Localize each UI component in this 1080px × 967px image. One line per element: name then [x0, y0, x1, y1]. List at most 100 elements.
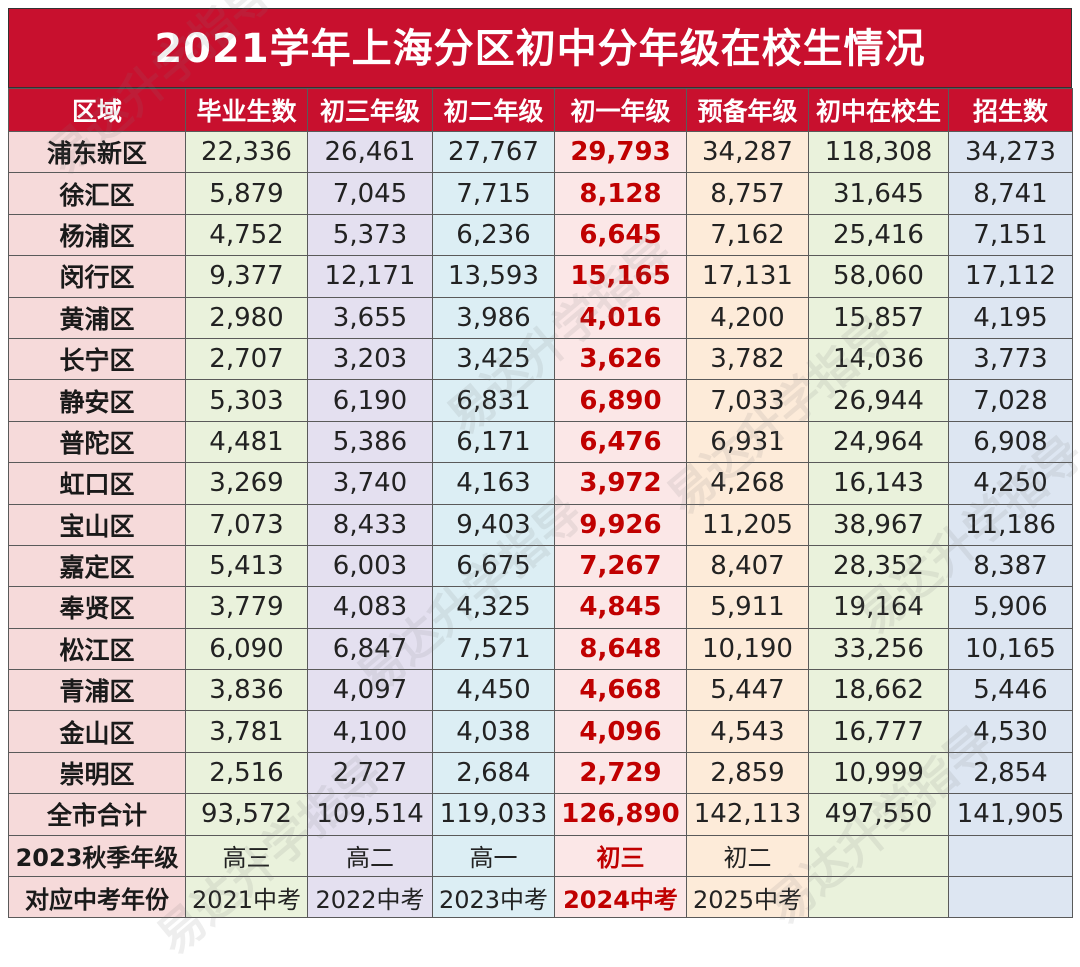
- table-cell: 4,450: [432, 669, 555, 712]
- table-row: 2023秋季年级 高三 高二 高一 初三 初二: [8, 834, 1073, 878]
- table-cell: 19,164: [808, 586, 949, 629]
- table-cell: 6,171: [432, 420, 555, 464]
- table-cell: 5,906: [948, 586, 1073, 629]
- table-cell: 5,447: [686, 669, 809, 712]
- table-cell: 3,773: [948, 337, 1073, 381]
- table-cell: 31,645: [808, 172, 949, 215]
- table-cell: 25,416: [808, 213, 949, 257]
- table-cell: 3,655: [307, 296, 433, 339]
- table-cell: 3,986: [432, 296, 555, 339]
- column-header: 区域: [8, 88, 186, 132]
- table-cell: 58,060: [808, 255, 949, 298]
- table-row: 闵行区 9,377 12,171 13,593 15,165 17,131 58,060 17…: [8, 255, 1073, 298]
- table-cell: 9,403: [432, 503, 555, 546]
- table-row: 松江区 6,090 6,847 7,571 8,648 10,190 33,256 10,16…: [8, 627, 1073, 671]
- row-label-cell: 浦东新区: [8, 130, 186, 174]
- table-cell: 8,648: [554, 627, 687, 671]
- table-cell: 2,854: [948, 751, 1073, 795]
- table-cell: 12,171: [307, 255, 433, 298]
- table-row: 奉贤区 3,779 4,083 4,325 4,845 5,911 19,164 5,906: [8, 586, 1073, 629]
- table-cell: 5,911: [686, 586, 809, 629]
- table-cell: 126,890: [554, 793, 687, 836]
- row-label-cell: 徐汇区: [8, 172, 186, 215]
- table-cell: 3,782: [686, 337, 809, 381]
- table-row: 徐汇区 5,879 7,045 7,715 8,128 8,757 31,645 8,741: [8, 172, 1073, 215]
- table-cell: 4,668: [554, 669, 687, 712]
- table-cell: 4,100: [307, 710, 433, 753]
- column-header: 招生数: [948, 88, 1073, 132]
- table-cell: 4,543: [686, 710, 809, 753]
- table-cell: 28,352: [808, 544, 949, 588]
- table-row: 虹口区 3,269 3,740 4,163 3,972 4,268 16,143 4,250: [8, 462, 1073, 505]
- table-cell: 6,847: [307, 627, 433, 671]
- header-row: 区域 毕业生数 初三年级 初二年级 初一年级 预备年级 初中在校生 招生数: [8, 88, 1073, 132]
- table-cell: 8,387: [948, 544, 1073, 588]
- row-label-cell: 嘉定区: [8, 544, 186, 588]
- table-cell: 7,073: [185, 503, 308, 546]
- table-cell: 26,461: [307, 130, 433, 174]
- table-cell: 7,267: [554, 544, 687, 588]
- table-cell: 141,905: [948, 793, 1073, 836]
- table-cell: 6,831: [432, 379, 555, 422]
- table-row: 宝山区 7,073 8,433 9,403 9,926 11,205 38,967 11,18…: [8, 503, 1073, 546]
- table-cell: 109,514: [307, 793, 433, 836]
- column-header: 初三年级: [307, 88, 433, 132]
- table-cell: 4,481: [185, 420, 308, 464]
- column-header: 初中在校生: [808, 88, 949, 132]
- table-cell: 4,268: [686, 462, 809, 505]
- table-cell: 15,857: [808, 296, 949, 339]
- table-cell: 4,038: [432, 710, 555, 753]
- table-cell: 2,727: [307, 751, 433, 795]
- table-cell: 11,205: [686, 503, 809, 546]
- row-label-cell: 闵行区: [8, 255, 186, 298]
- table-row: 金山区 3,781 4,100 4,038 4,096 4,543 16,777 4,530: [8, 710, 1073, 753]
- table-cell: 6,003: [307, 544, 433, 588]
- table-cell: 初二: [686, 834, 809, 878]
- table-cell: 6,190: [307, 379, 433, 422]
- table-cell: 7,162: [686, 213, 809, 257]
- row-label-cell: 对应中考年份: [8, 876, 186, 919]
- table-cell: 10,999: [808, 751, 949, 795]
- table-cell: 29,793: [554, 130, 687, 174]
- table-cell: 9,926: [554, 503, 687, 546]
- table-cell: 7,715: [432, 172, 555, 215]
- table-cell: 4,195: [948, 296, 1073, 339]
- table-cell: 93,572: [185, 793, 308, 836]
- table-cell: 34,273: [948, 130, 1073, 174]
- table-cell: 6,236: [432, 213, 555, 257]
- table-cell: 3,626: [554, 337, 687, 381]
- table-cell: [808, 876, 949, 919]
- table-cell: 22,336: [185, 130, 308, 174]
- table-cell: 7,045: [307, 172, 433, 215]
- table-cell: 34,287: [686, 130, 809, 174]
- table-cell: 119,033: [432, 793, 555, 836]
- table-cell: 26,944: [808, 379, 949, 422]
- table-cell: 2,859: [686, 751, 809, 795]
- table-cell: 2,980: [185, 296, 308, 339]
- table-cell: 8,757: [686, 172, 809, 215]
- table-cell: 2023中考: [432, 876, 555, 919]
- table-cell: 16,143: [808, 462, 949, 505]
- spreadsheet-image: 2021学年上海分区初中分年级在校生情况 区域 毕业生数 初三年级 初二年级 初一年级预…: [8, 8, 1073, 919]
- table-cell: 高二: [307, 834, 433, 878]
- table-cell: 7,028: [948, 379, 1073, 422]
- table-row: 黄浦区 2,980 3,655 3,986 4,016 4,200 15,857 4,195: [8, 296, 1073, 339]
- row-label-cell: 静安区: [8, 379, 186, 422]
- table-cell: 11,186: [948, 503, 1073, 546]
- table-cell: 9,377: [185, 255, 308, 298]
- table-cell: 6,476: [554, 420, 687, 464]
- table-cell: 4,163: [432, 462, 555, 505]
- row-label-cell: 奉贤区: [8, 586, 186, 629]
- row-label-cell: 宝山区: [8, 503, 186, 546]
- table-cell: [808, 834, 949, 878]
- table-row: 普陀区 4,481 5,386 6,171 6,476 6,931 24,964 6,908: [8, 420, 1073, 464]
- table-cell: 18,662: [808, 669, 949, 712]
- row-label-cell: 金山区: [8, 710, 186, 753]
- table-cell: 8,741: [948, 172, 1073, 215]
- table-cell: 4,097: [307, 669, 433, 712]
- row-label-cell: 青浦区: [8, 669, 186, 712]
- table-cell: 4,530: [948, 710, 1073, 753]
- row-label-cell: 全市合计: [8, 793, 186, 836]
- table-cell: 38,967: [808, 503, 949, 546]
- table-cell: 初三: [554, 834, 687, 878]
